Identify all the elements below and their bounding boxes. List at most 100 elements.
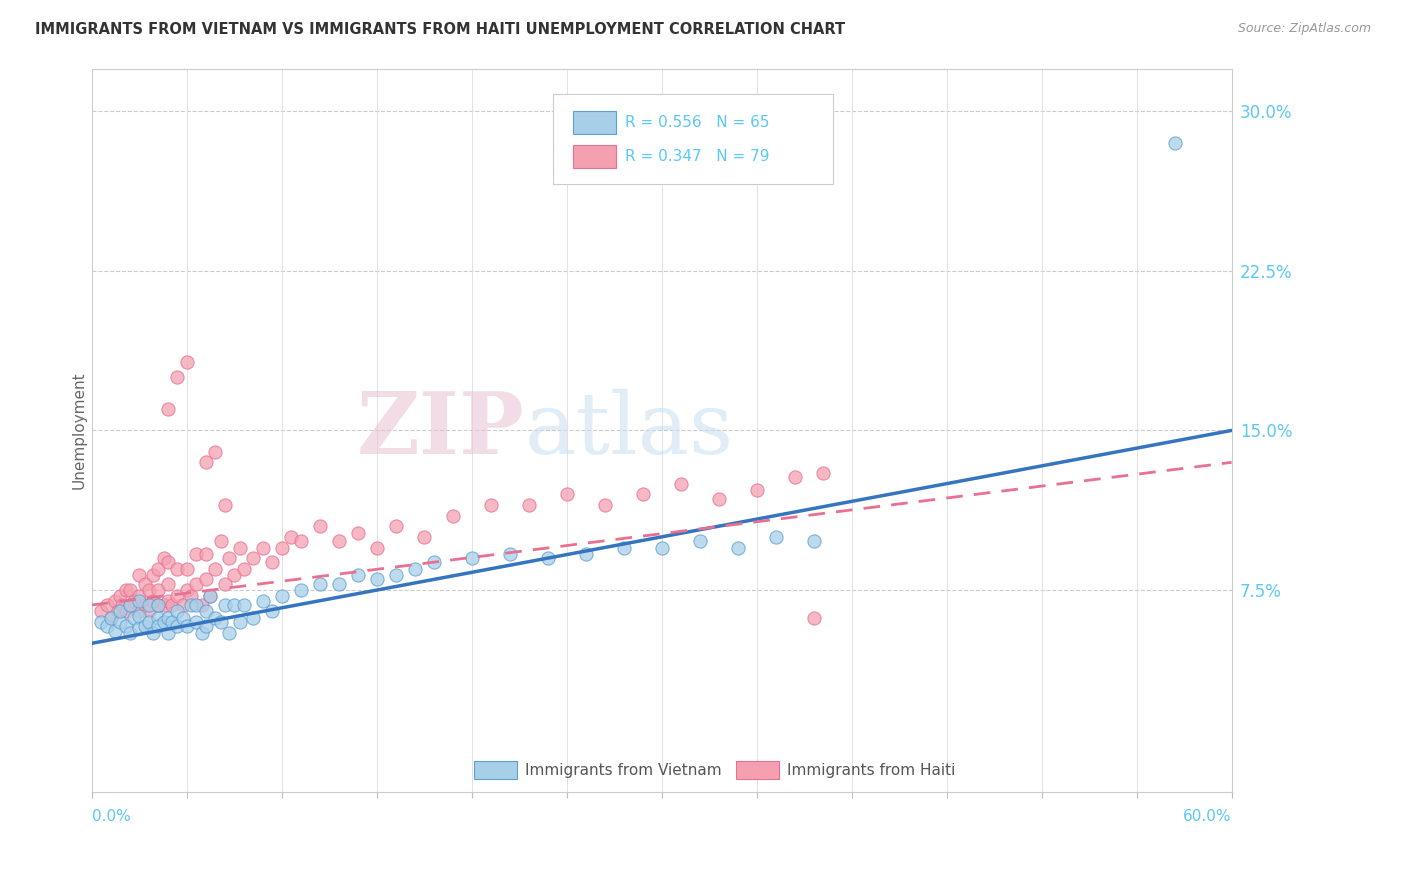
Point — [96, 598, 118, 612]
Point — [128, 593, 150, 607]
Point — [198, 590, 221, 604]
Point — [118, 583, 141, 598]
Point — [134, 619, 156, 633]
Bar — [572, 111, 616, 134]
Point — [166, 370, 188, 384]
Point — [461, 551, 484, 566]
Point — [142, 625, 165, 640]
Point — [148, 619, 170, 633]
FancyBboxPatch shape — [554, 94, 832, 185]
Point — [186, 576, 208, 591]
Point — [138, 615, 160, 629]
Point — [166, 604, 188, 618]
Point — [176, 583, 198, 598]
Point — [122, 593, 145, 607]
Point — [128, 621, 150, 635]
Point — [280, 530, 302, 544]
Point — [765, 530, 787, 544]
Point — [191, 625, 214, 640]
Text: Immigrants from Haiti: Immigrants from Haiti — [787, 763, 956, 778]
Point — [138, 583, 160, 598]
Point — [128, 604, 150, 618]
Point — [142, 568, 165, 582]
Point — [198, 590, 221, 604]
Point — [111, 598, 134, 612]
Point — [229, 541, 252, 555]
Text: Source: ZipAtlas.com: Source: ZipAtlas.com — [1237, 22, 1371, 36]
Point — [270, 541, 292, 555]
Point — [104, 593, 127, 607]
Point — [115, 583, 138, 598]
Point — [107, 604, 129, 618]
Point — [118, 625, 141, 640]
Point — [100, 611, 122, 625]
Point — [156, 576, 179, 591]
Point — [308, 576, 330, 591]
Point — [209, 615, 232, 629]
Point — [180, 598, 202, 612]
Point — [404, 562, 426, 576]
Point — [172, 598, 194, 612]
Point — [224, 598, 246, 612]
Point — [166, 590, 188, 604]
Point — [194, 573, 217, 587]
Bar — [474, 761, 517, 780]
Point — [153, 551, 176, 566]
Point — [134, 576, 156, 591]
Point — [575, 547, 598, 561]
Text: Immigrants from Vietnam: Immigrants from Vietnam — [524, 763, 721, 778]
Point — [262, 604, 284, 618]
Point — [160, 615, 183, 629]
Point — [186, 598, 208, 612]
Point — [413, 530, 436, 544]
Point — [148, 598, 170, 612]
Point — [745, 483, 768, 497]
Point — [232, 562, 254, 576]
Point — [110, 604, 132, 618]
Point — [186, 547, 208, 561]
Point — [104, 624, 127, 638]
Point — [128, 568, 150, 582]
Point — [156, 402, 179, 417]
Point — [176, 619, 198, 633]
Point — [90, 604, 112, 618]
Point — [138, 604, 160, 618]
Y-axis label: Unemployment: Unemployment — [72, 372, 86, 489]
Point — [128, 608, 150, 623]
Point — [242, 551, 264, 566]
Point — [783, 470, 806, 484]
Point — [191, 598, 214, 612]
Point — [479, 498, 502, 512]
Point — [803, 611, 825, 625]
Point — [232, 598, 254, 612]
Point — [118, 598, 141, 612]
Point — [100, 611, 122, 625]
Text: 60.0%: 60.0% — [1182, 809, 1232, 824]
Point — [204, 562, 226, 576]
Point — [613, 541, 636, 555]
Point — [172, 611, 194, 625]
Point — [707, 491, 730, 506]
Text: R = 0.556   N = 65: R = 0.556 N = 65 — [626, 114, 769, 129]
Point — [138, 598, 160, 612]
Point — [290, 583, 312, 598]
Point — [669, 476, 692, 491]
Point — [517, 498, 540, 512]
Point — [115, 604, 138, 618]
Point — [180, 590, 202, 604]
Point — [384, 568, 406, 582]
Point — [651, 541, 673, 555]
Point — [96, 619, 118, 633]
Point — [631, 487, 654, 501]
Point — [186, 615, 208, 629]
Point — [270, 590, 292, 604]
Point — [224, 568, 246, 582]
Point — [148, 611, 170, 625]
Point — [194, 455, 217, 469]
Point — [148, 583, 170, 598]
Point — [422, 556, 444, 570]
Point — [593, 498, 616, 512]
Point — [1163, 136, 1185, 150]
Point — [176, 562, 198, 576]
Point — [346, 568, 368, 582]
